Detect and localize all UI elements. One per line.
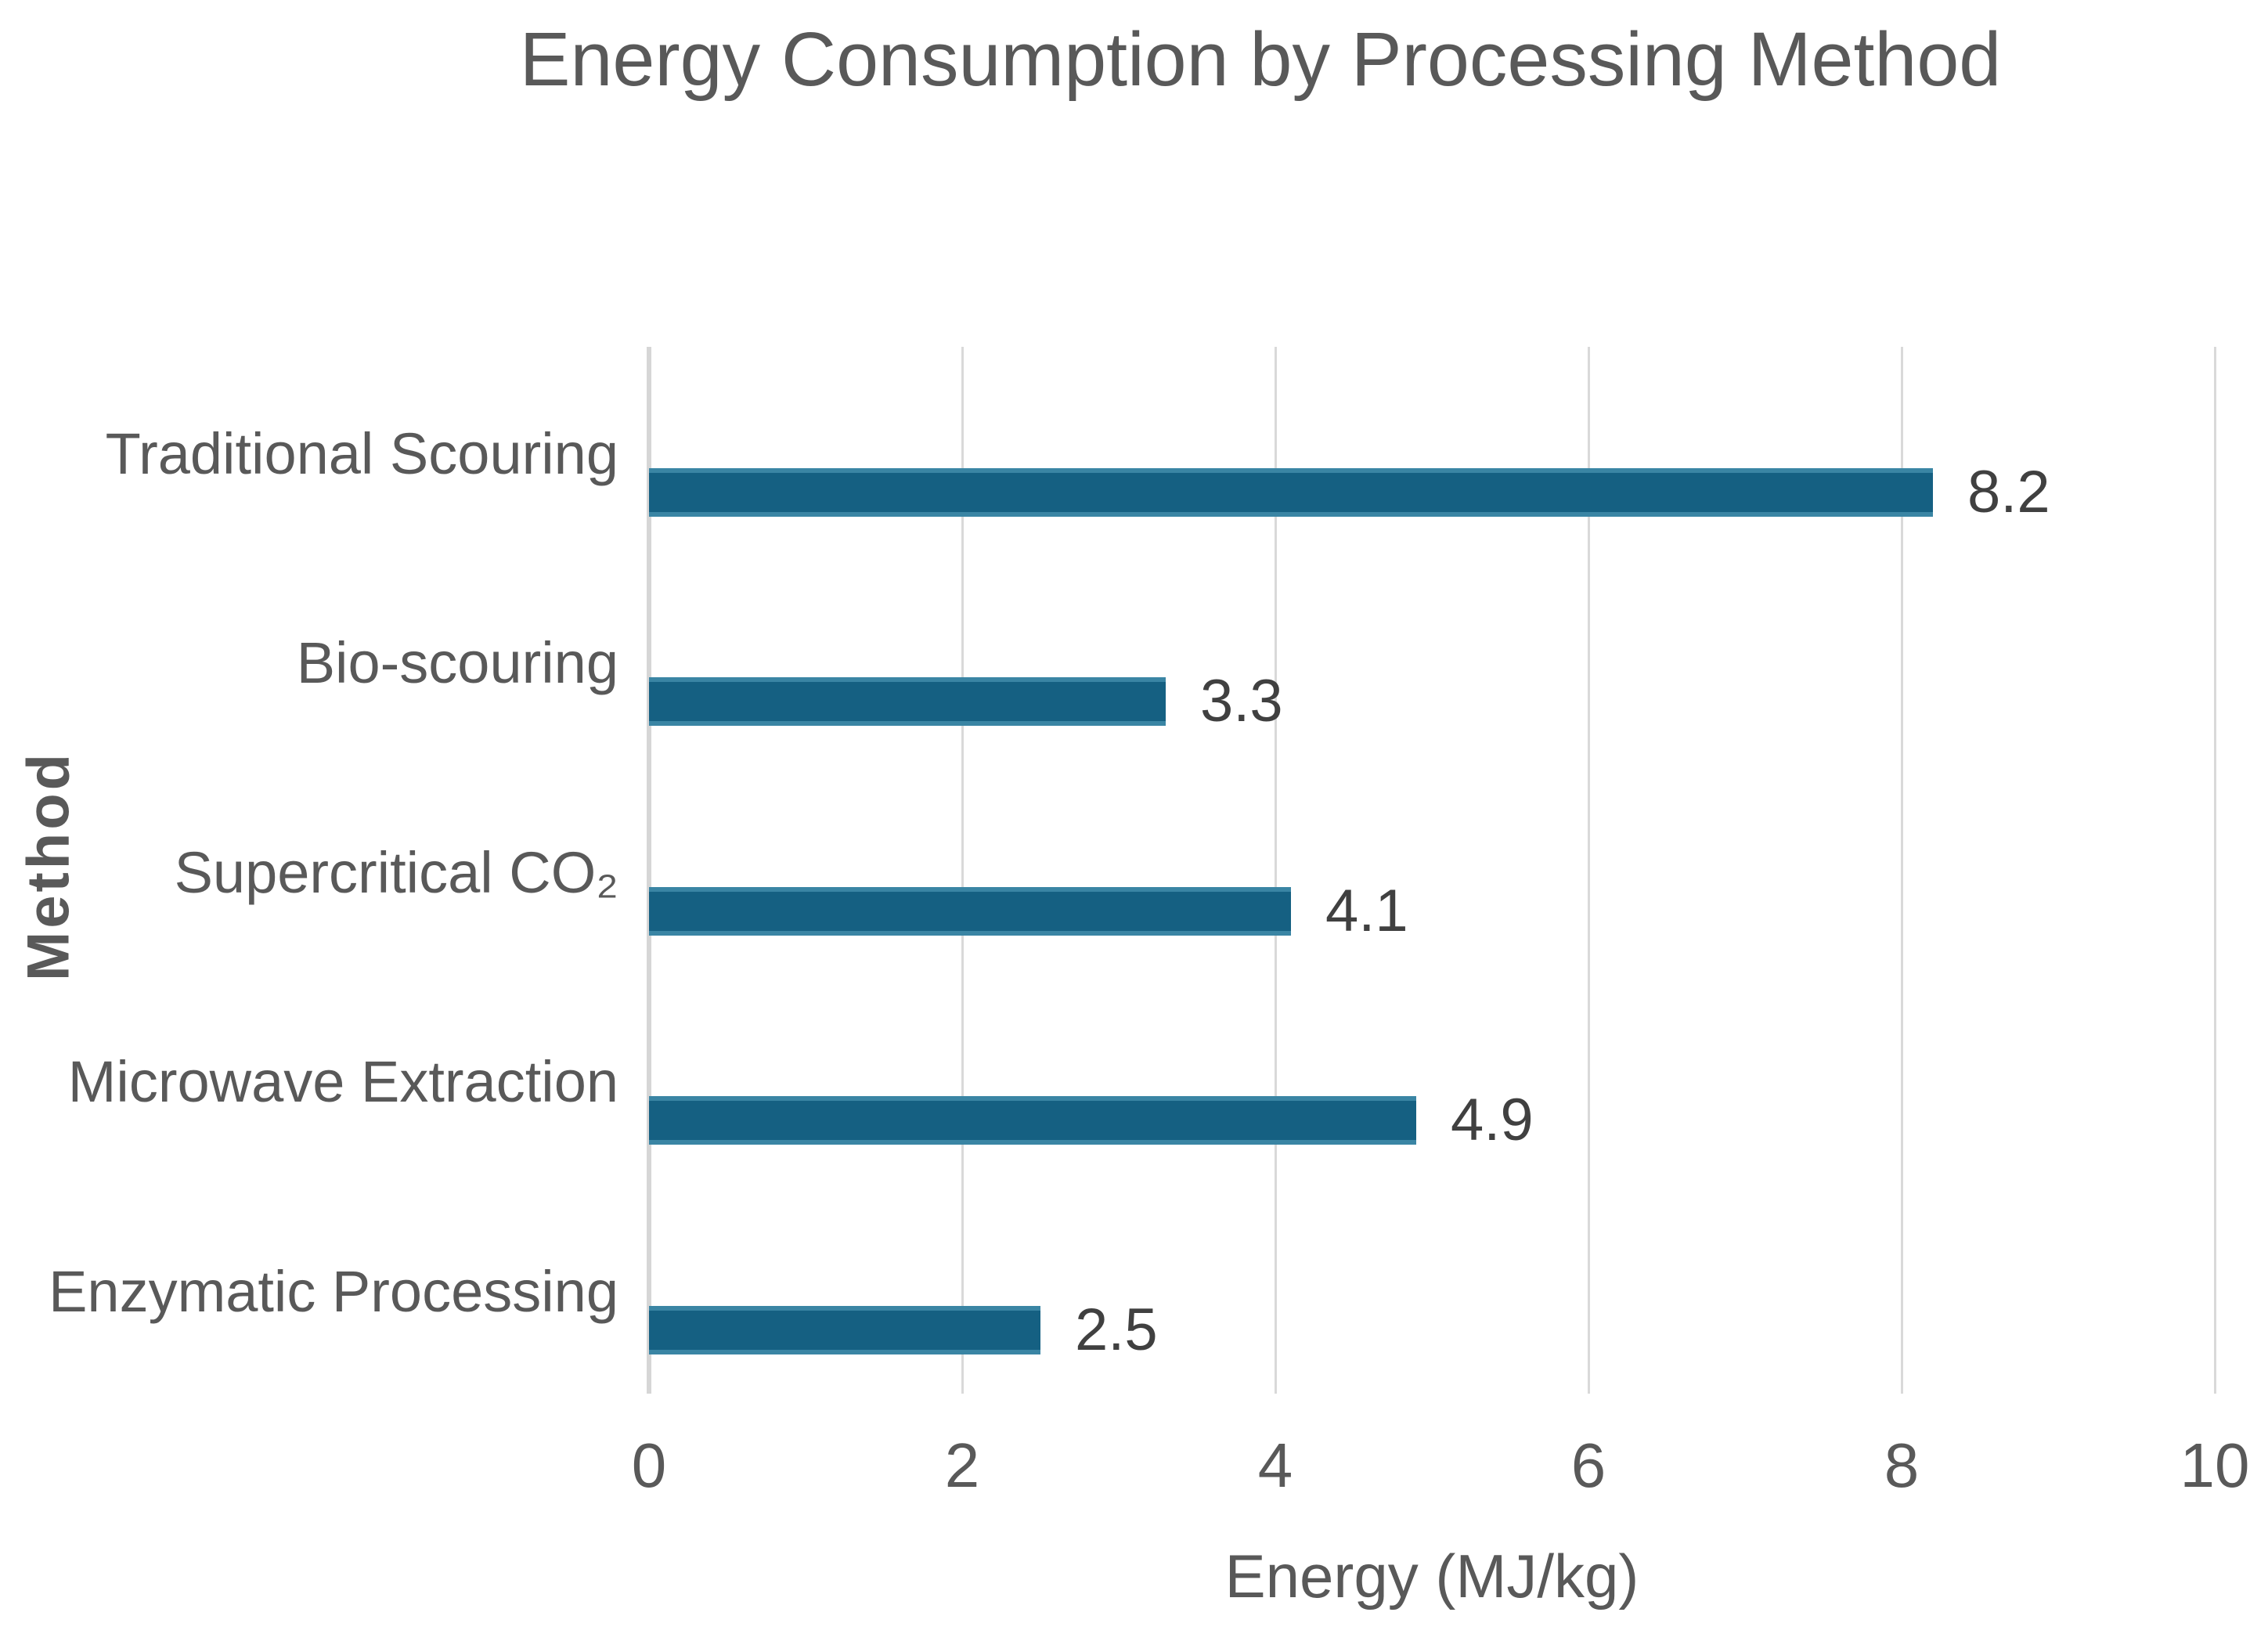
gridline: [1900, 347, 1903, 1394]
bar-value-label: 3.3: [1200, 668, 1283, 735]
x-tick-label: 10: [2180, 1430, 2250, 1500]
bar: [649, 1096, 1416, 1145]
category-label: Enzymatic Processing: [49, 1258, 618, 1324]
bar-value-label: 4.9: [1451, 1087, 1534, 1154]
bar: [649, 677, 1166, 727]
x-tick-label: 4: [1257, 1430, 1293, 1500]
x-tick-label: 2: [944, 1430, 980, 1500]
x-tick-label: 6: [1570, 1430, 1606, 1500]
y-axis-line: [647, 347, 651, 1394]
x-axis-title: Energy (MJ/kg): [1224, 1542, 1639, 1611]
x-tick-label: 0: [631, 1430, 667, 1500]
category-label: Bio-scouring: [296, 630, 618, 696]
bar: [649, 886, 1291, 936]
category-label: Supercritical CO₂: [174, 839, 618, 905]
category-label: Traditional Scouring: [105, 421, 618, 486]
gridline: [961, 347, 964, 1394]
plot-area: [647, 347, 2216, 1394]
bar-value-label: 8.2: [1967, 459, 2050, 525]
gridline: [1587, 347, 1590, 1394]
chart-title: Energy Consumption by Processing Method: [519, 16, 2002, 102]
bar-value-label: 4.1: [1325, 877, 1408, 944]
category-label: Microwave Extraction: [67, 1049, 618, 1115]
gridline: [1274, 347, 1277, 1394]
bar-value-label: 2.5: [1075, 1296, 1158, 1363]
x-tick-label: 8: [1884, 1430, 1920, 1500]
bar: [649, 468, 1933, 517]
gridline: [2213, 347, 2216, 1394]
bar: [649, 1305, 1040, 1354]
